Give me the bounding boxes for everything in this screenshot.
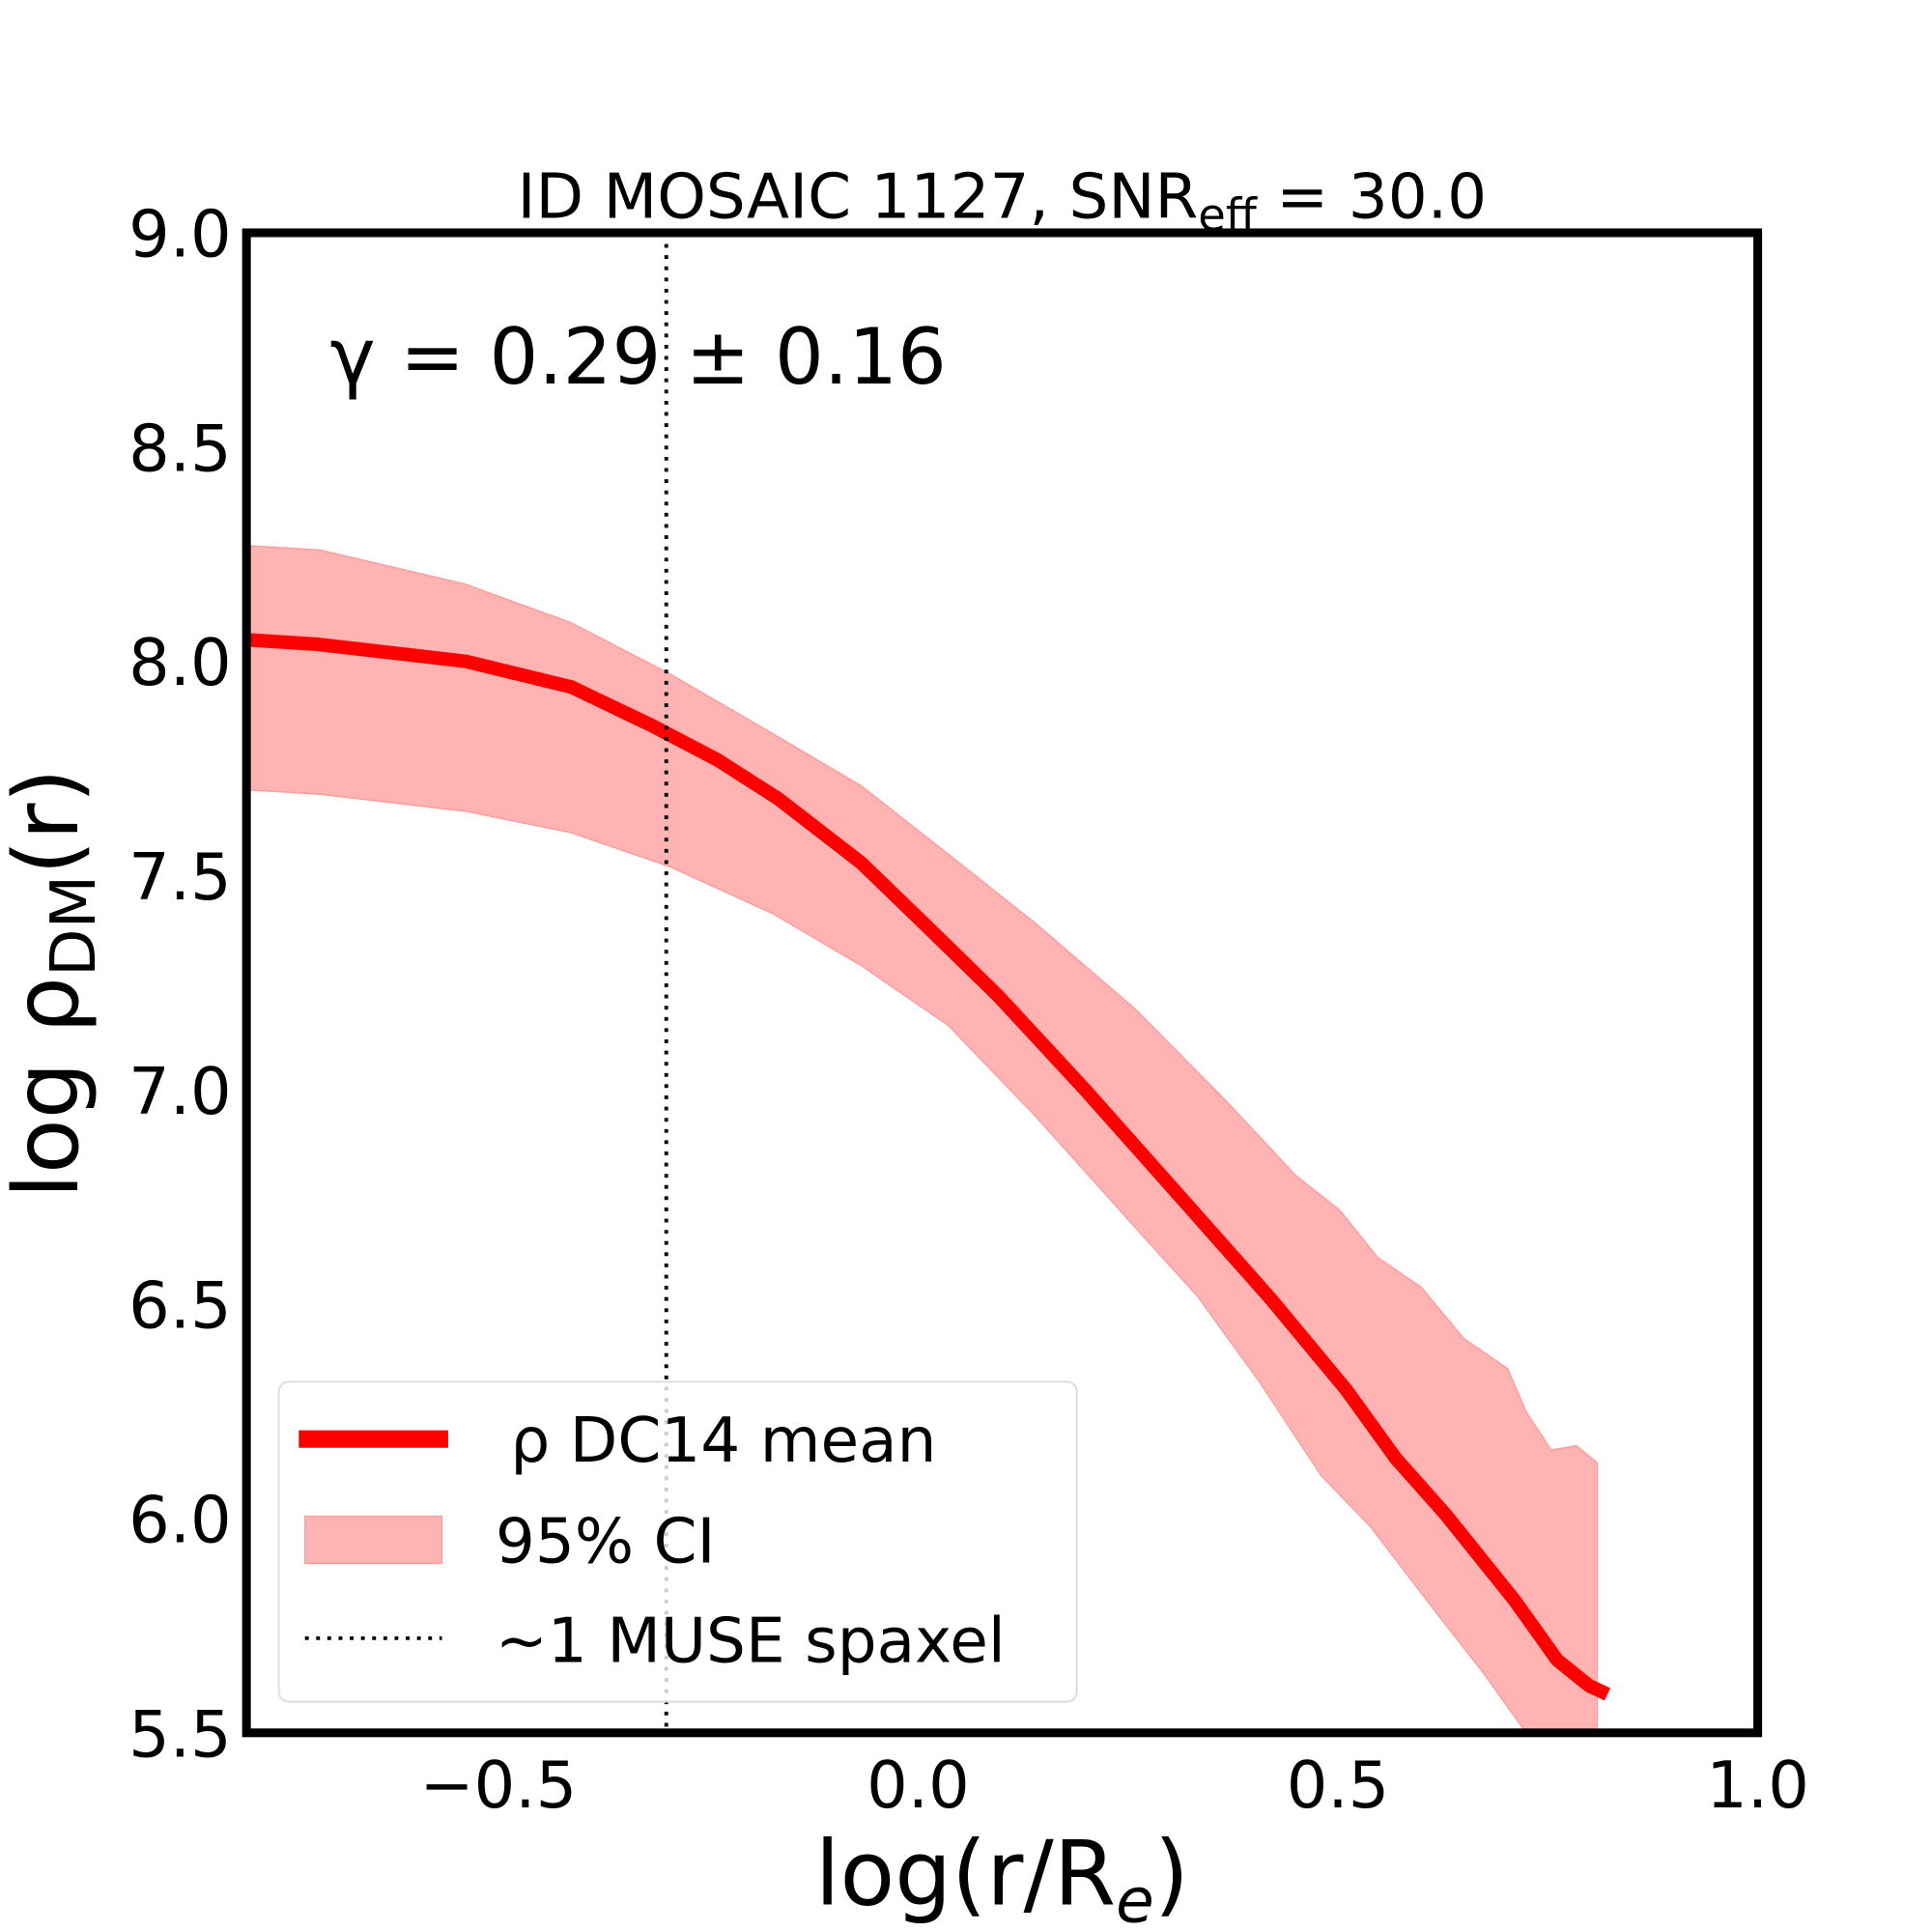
legend: ρ DC14 mean 95% CI ~1 MUSE spaxel — [277, 1380, 1078, 1703]
y-tick-label: 7.0 — [128, 1054, 232, 1129]
axes-frame — [242, 228, 1763, 1738]
chart-title: ID MOSAIC 1127, SNReff = 30.0 — [518, 161, 1488, 242]
legend-ci-label: 95% CI — [496, 1505, 716, 1577]
legend-frame — [277, 1380, 1078, 1703]
x-tick-label: 1.0 — [1706, 1747, 1809, 1823]
annotation-gamma: γ = 0.29 ± 0.16 — [329, 312, 946, 402]
y-tick-label: 6.0 — [128, 1482, 232, 1557]
y-tick-label: 8.0 — [128, 625, 232, 700]
y-tick-label: 9.0 — [128, 196, 232, 271]
x-tick-label: 0.5 — [1287, 1747, 1390, 1823]
mean-line — [248, 633, 1610, 1701]
ci-band — [248, 545, 1599, 1733]
y-tick-label: 5.5 — [128, 1696, 232, 1772]
legend-spaxel-label: ~1 MUSE spaxel — [496, 1605, 1006, 1677]
x-tick-label: −0.5 — [420, 1747, 578, 1823]
x-axis-label: log(r/Re) — [815, 1822, 1189, 1932]
y-axis-label: log ρDM(r) — [0, 768, 110, 1199]
y-tick-label: 8.5 — [128, 411, 232, 486]
x-tick-label: 0.0 — [867, 1747, 970, 1823]
legend-mean-label: ρ DC14 mean — [510, 1405, 936, 1477]
y-tick-label: 6.5 — [128, 1268, 232, 1344]
legend-ci-swatch — [304, 1515, 443, 1565]
y-tick-label: 7.5 — [128, 839, 232, 915]
